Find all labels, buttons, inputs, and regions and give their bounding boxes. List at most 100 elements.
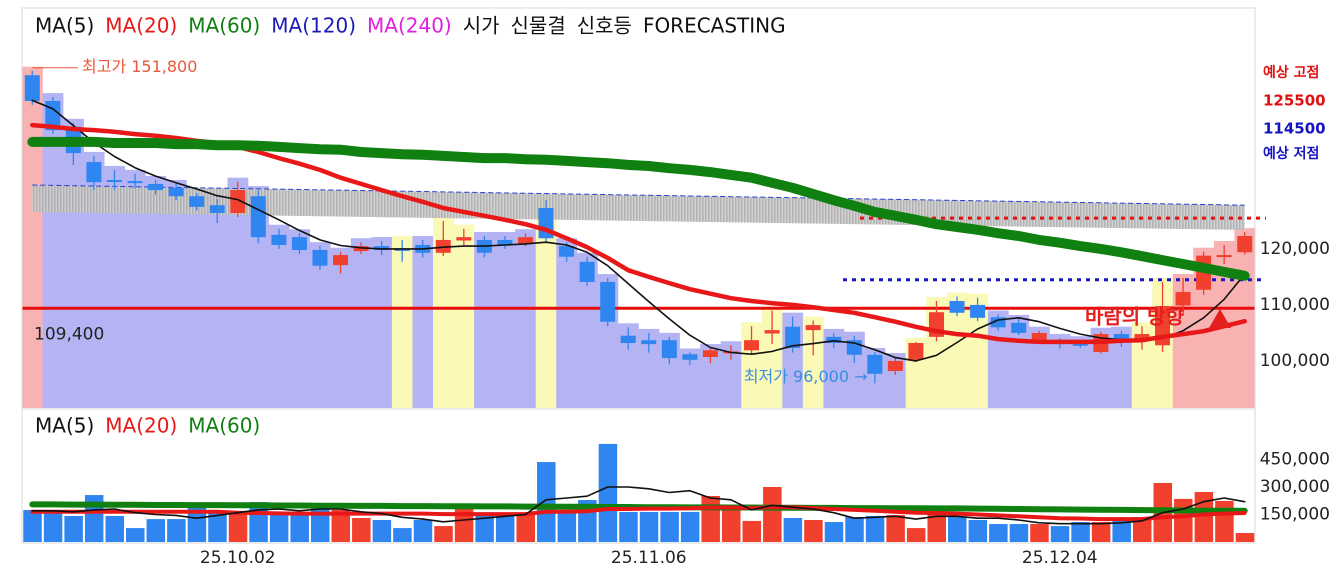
candle-body [559,246,575,257]
signal-zone [268,224,290,408]
forecast-low-value: 114500 [1263,120,1326,138]
volume-bar [742,520,762,542]
volume-bar [598,443,618,542]
volume-bar [701,495,720,542]
candle-body [805,325,821,331]
candle-body [764,330,780,334]
volume-bar [1030,524,1049,542]
signal-zone [104,165,126,408]
legend-entry: MA(120) [271,14,356,38]
candle-body [312,250,328,266]
signal-zone [83,151,105,408]
signal-zone [946,292,968,408]
candle-body [497,239,513,245]
signal-zone [679,348,701,408]
signal-zone [1070,336,1091,408]
signal-zone [124,169,146,408]
high-annotation: 최고가 151,800 [82,57,197,76]
y-tick-label: 120,000 [1260,239,1330,259]
volume-bar [906,528,926,542]
signal-zone [576,252,598,408]
forecast-low-label: 예상 저점 [1263,145,1319,162]
signal-zone [350,238,372,408]
marks-layer [22,67,1266,542]
candle-body [1011,322,1027,333]
signal-zone [433,216,454,408]
volume-bar [680,511,700,542]
candle-body [127,181,143,184]
volume-bar [537,462,556,542]
volume-bar [228,511,248,542]
volume-ma-line [31,486,1246,525]
signal-zone [494,232,516,408]
signal-zone [700,344,721,408]
volume-bar [968,520,988,542]
candle-body [785,326,801,349]
y-tick-label: 450,000 [1260,450,1330,470]
signal-zone [823,328,845,408]
signal-zone [206,195,228,408]
volume-bar [393,528,412,542]
volume-bar [845,517,864,542]
background-layer [22,66,1256,409]
signal-zone [1028,326,1050,408]
volume-bar [352,517,371,542]
legend-entry: MA(60) [188,414,260,438]
x-tick-label: 25.12.04 [1022,548,1098,568]
volume-bar [1112,520,1131,542]
low-annotation: 최저가 96,000 → [744,367,868,386]
volume-bar [783,517,803,542]
text-layer: 109,400 예상 고점 125500 114500 예상 저점 최고가 151,800… [34,14,1330,569]
candle-body [826,336,842,344]
volume-bar [1235,533,1255,542]
signal-zone [474,232,495,408]
volume-bar [516,513,535,542]
volume-frame [21,408,1256,544]
volume-bar [43,510,63,542]
y-tick-label: 150,000 [1260,505,1330,525]
signal-zone [453,224,475,408]
volume-bar [167,519,186,542]
candle-body [1113,334,1129,342]
candle-body [435,239,451,253]
signal-zone [1131,322,1153,408]
volume-bar [372,520,392,542]
y-tick-label: 100,000 [1260,351,1330,371]
volume-bar [886,515,905,542]
signal-zone [165,179,187,408]
candle-body [209,205,225,214]
candle-body [1175,292,1191,306]
legend-entry: MA(60) [188,14,260,38]
volume-bar [639,511,659,542]
candle-body [579,261,595,282]
signal-zone [309,242,331,408]
signal-zone [289,229,310,408]
signal-zone [227,177,249,408]
candle-body [1237,236,1253,253]
candle-body [867,354,883,374]
support-label: 109,400 [34,324,104,344]
volume-bar [948,517,967,542]
volume-bar [126,528,145,542]
signal-zone [371,237,393,408]
signal-zone [391,235,413,408]
candle-body [949,300,965,313]
volume-bar [23,510,42,542]
volume-bar [208,511,227,542]
signal-zone [42,93,64,409]
candle-body [394,248,410,251]
x-tick-label: 25.11.06 [611,548,687,568]
signal-zone [145,175,167,408]
volume-bar [331,509,351,542]
volume-bar [1009,524,1029,542]
candle-body [702,350,718,358]
candle-body [106,179,122,182]
signal-zone [412,235,434,408]
volume-bar [1071,522,1090,542]
legend-entry: MA(5) [35,414,94,438]
volume-bar [989,524,1008,542]
candle-body [24,75,40,101]
candle-body [333,255,349,266]
volume-bar [1174,498,1193,542]
